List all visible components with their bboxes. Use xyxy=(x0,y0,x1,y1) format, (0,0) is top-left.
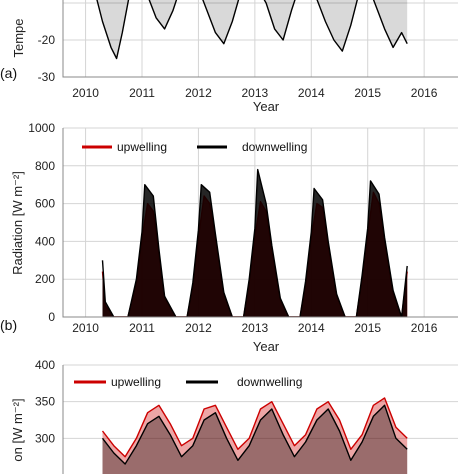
panel-b-legend-downwelling-label: downwelling xyxy=(242,140,307,154)
panel-b-y-tick-label: 200 xyxy=(35,272,55,286)
panel-c-series xyxy=(101,397,408,474)
panel-b-series xyxy=(101,168,408,317)
panel-a-x-tick-label: 2013 xyxy=(242,86,269,100)
panel-b-y-tick-label: 1000 xyxy=(28,121,55,135)
panel-b-x-tick-label: 2010 xyxy=(72,321,99,335)
panel-a-x-tick-label: 2015 xyxy=(354,86,381,100)
panel-c-y-tick-labels: 400 350 300 xyxy=(35,358,55,445)
panel-a-x-axis-label: Year xyxy=(253,99,280,114)
panel-a-x-tick-label: 2010 xyxy=(72,86,99,100)
panel-b-series-1-line xyxy=(101,168,408,317)
panel-a-series xyxy=(96,0,408,60)
panel-b-x-tick-label: 2013 xyxy=(242,321,269,335)
panel-b-x-tick-label: 2011 xyxy=(129,321,155,335)
panel-b-y-tick-labels: 0 200 400 600 800 1000 xyxy=(28,121,55,324)
panel-c-y-axis-label: on [W m⁻²] xyxy=(10,398,25,461)
panel-c-grid xyxy=(63,364,458,439)
panel-a-x-tick-label: 2012 xyxy=(185,86,212,100)
panel-c-series-0-area xyxy=(102,398,408,474)
panel-b-x-tick-label: 2014 xyxy=(298,321,325,335)
panel-a-label: (a) xyxy=(0,65,17,81)
panel-b-legend-upwelling-label: upwelling xyxy=(117,140,167,154)
panel-a: -20 -30 2010 2011 2012 2013 2014 2015 2016 Temp… xyxy=(0,0,458,114)
panel-a-series-0-area xyxy=(97,0,408,59)
panel-a-y-axis-label: Tempe xyxy=(11,18,26,57)
panel-a-y-tick-label: -20 xyxy=(38,33,56,47)
panel-b-y-tick-label: 600 xyxy=(35,197,55,211)
panel-b-x-tick-label: 2015 xyxy=(354,321,381,335)
panel-b-y-tick-label: 400 xyxy=(35,234,55,248)
panel-c: 400 350 300 on [W m⁻²] upwelling downwelli… xyxy=(10,358,458,474)
panel-a-y-tick-labels: -20 -30 xyxy=(38,33,56,84)
panel-b-y-tick-label: 800 xyxy=(35,159,55,173)
panel-b-label: (b) xyxy=(0,317,17,333)
panel-a-x-tick-label: 2014 xyxy=(298,86,325,100)
panel-c-legend-downwelling-label: downwelling xyxy=(237,375,302,389)
panel-a-series-0-line xyxy=(96,0,408,60)
panel-b-y-axis-label: Radiation [W m⁻²] xyxy=(10,171,25,275)
panel-c-y-tick-label: 400 xyxy=(35,358,55,372)
panel-b-axis-frame xyxy=(62,128,458,318)
panel-b-legend: upwelling downwelling xyxy=(82,140,307,154)
panel-c-series-1-area xyxy=(102,405,408,474)
panel-b-x-tick-label: 2012 xyxy=(185,321,212,335)
panel-c-series-1-line xyxy=(101,404,408,465)
panel-a-x-tick-label: 2016 xyxy=(411,86,438,100)
panel-a-x-tick-label: 2011 xyxy=(129,86,155,100)
panel-c-legend-upwelling-label: upwelling xyxy=(111,375,161,389)
panel-c-y-tick-label: 350 xyxy=(35,395,55,409)
panel-c-legend: upwelling downwelling xyxy=(74,375,302,389)
panel-b-series-1-area xyxy=(102,169,408,317)
panel-b-x-tick-label: 2016 xyxy=(411,321,438,335)
panel-b-x-axis-label: Year xyxy=(253,339,280,354)
panel-a-x-tick-labels: 2010 2011 2012 2013 2014 2015 2016 xyxy=(72,86,438,100)
panel-b-x-tick-labels: 2010 2011 2012 2013 2014 2015 2016 xyxy=(72,321,438,335)
panel-c-series-0-line xyxy=(101,397,408,458)
panel-a-axis-frame xyxy=(62,0,458,78)
panel-b-y-tick-label: 0 xyxy=(48,310,55,324)
panel-c-y-tick-label: 300 xyxy=(35,431,55,445)
panel-a-y-tick-label: -30 xyxy=(38,70,56,84)
